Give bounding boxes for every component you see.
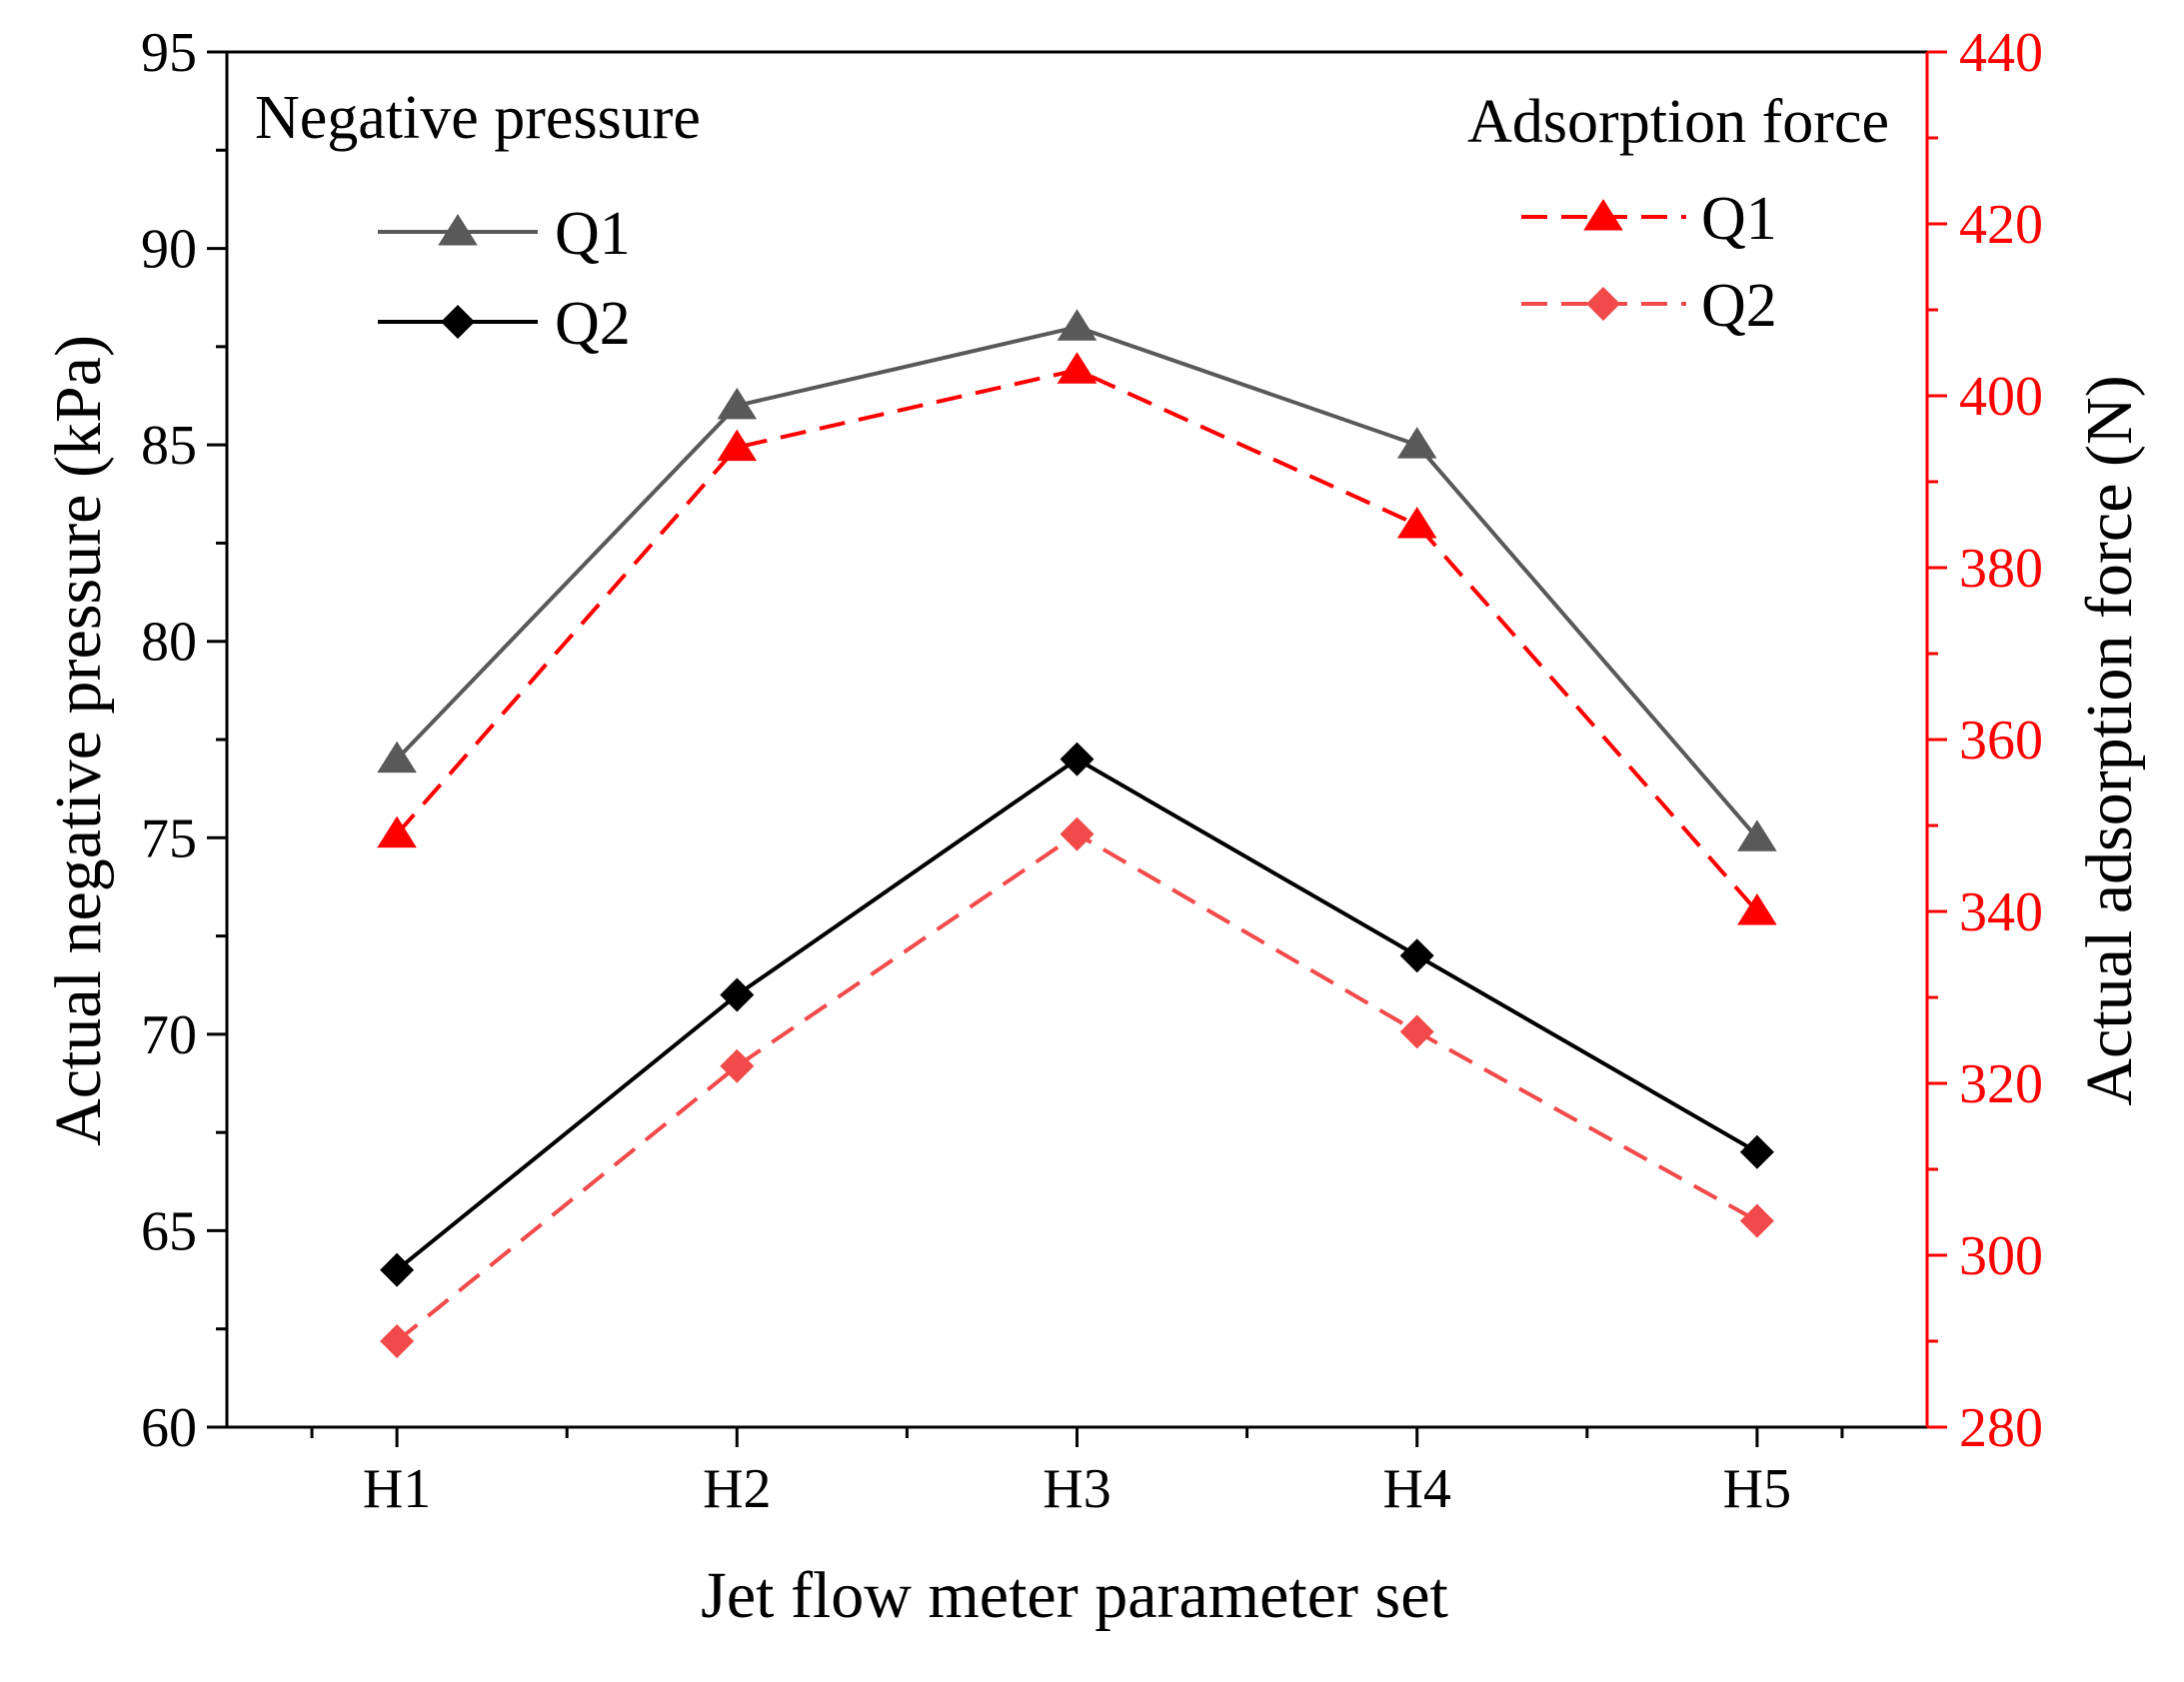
series-adsorption-q2-line <box>395 832 1758 1343</box>
y-left-tick-label: 80 <box>141 612 197 674</box>
y-right-tick-label: 400 <box>1959 366 2043 428</box>
series-pressure-q1-point-h4 <box>1396 427 1437 459</box>
series-pressure-q1-point-h3 <box>1057 309 1097 341</box>
legend-right-marker-q1 <box>1583 199 1623 231</box>
x-tick-label: H5 <box>1723 1458 1791 1520</box>
y-left-tick-label: 70 <box>141 1004 197 1066</box>
x-tick-label: H1 <box>363 1458 431 1520</box>
series-pressure-q2-point-h4 <box>1399 938 1434 973</box>
y-right-tick-label: 340 <box>1959 881 2043 943</box>
series-adsorption-q1-point-h5 <box>1737 893 1777 925</box>
y-right-tick-label: 320 <box>1959 1053 2043 1115</box>
series-pressure-q2-point-h5 <box>1739 1134 1774 1169</box>
series-adsorption-q1-point-h2 <box>717 429 758 462</box>
series-pressure-q2-point-h1 <box>380 1252 415 1287</box>
legend-right-label-q1: Q1 <box>1701 185 1777 253</box>
legend-right-title: Adsorption force <box>1467 88 1889 156</box>
series-adsorption-q2-point-h2 <box>720 1048 755 1083</box>
y-right-tick-label: 280 <box>1959 1397 2043 1459</box>
series-adsorption-q2-point-h5 <box>1739 1203 1774 1238</box>
legend-left-title: Negative pressure <box>255 84 701 152</box>
y-left-tick-label: 95 <box>141 22 197 84</box>
x-tick-label: H3 <box>1043 1458 1110 1520</box>
y-left-tick-label: 85 <box>141 415 197 477</box>
y-right-tick-label: 300 <box>1959 1225 2043 1287</box>
series-adsorption-q2-point-h4 <box>1399 1014 1434 1049</box>
y-left-tick-label: 75 <box>141 808 197 869</box>
y-left-tick-label: 60 <box>141 1397 197 1459</box>
y-right-tick-label: 420 <box>1959 194 2043 256</box>
x-axis-label: Jet flow meter parameter set <box>701 1559 1448 1632</box>
series-pressure-q1-point-h2 <box>717 387 758 420</box>
legend-right-label-q2: Q2 <box>1701 272 1777 340</box>
legend-left-marker-q2 <box>441 305 475 339</box>
y-right-tick-label: 440 <box>1959 22 2043 84</box>
y-axis-left-label: Actual negative pressure (kPa) <box>42 335 115 1146</box>
series-pressure-q2-point-h3 <box>1060 742 1094 777</box>
series-adsorption-q2-point-h1 <box>380 1324 415 1358</box>
series-adsorption-q1-point-h1 <box>377 816 417 848</box>
legend-left-marker-q1 <box>438 214 478 246</box>
series-pressure-q2-point-h2 <box>720 977 755 1012</box>
y-left-tick-label: 65 <box>141 1200 197 1262</box>
series-adsorption-q1-point-h4 <box>1396 507 1437 539</box>
y-axis-right-label: Actual adsorption force (N) <box>2073 375 2146 1105</box>
series-adsorption-q2-point-h3 <box>1060 817 1094 851</box>
x-tick-label: H4 <box>1382 1458 1450 1520</box>
series-pressure-q1-point-h1 <box>377 741 417 774</box>
legend-left-label-q1: Q1 <box>555 200 631 268</box>
y-left-tick-label: 90 <box>141 219 197 281</box>
y-right-tick-label: 360 <box>1959 710 2043 772</box>
legend-right-marker-q2 <box>1586 287 1620 321</box>
x-tick-label: H2 <box>703 1458 771 1520</box>
legend-left-label-q2: Q2 <box>555 290 631 358</box>
y-right-tick-label: 380 <box>1959 538 2043 600</box>
series-adsorption-q1-point-h3 <box>1057 352 1097 384</box>
series-pressure-q1-point-h5 <box>1737 820 1777 851</box>
